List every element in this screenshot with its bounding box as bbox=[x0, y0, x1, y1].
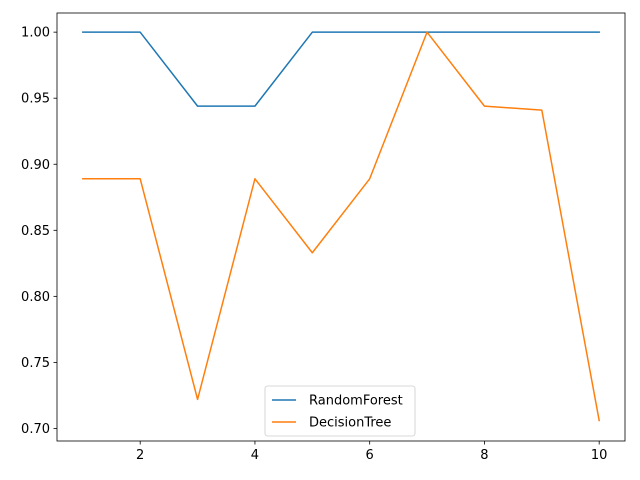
y-tick-label: 0.85 bbox=[21, 224, 50, 239]
legend-label-randomforest: RandomForest bbox=[309, 394, 403, 409]
legend-label-decisiontree: DecisionTree bbox=[309, 416, 391, 431]
y-tick-label: 0.75 bbox=[21, 356, 50, 371]
x-tick-label: 6 bbox=[366, 448, 374, 463]
plot-area bbox=[57, 13, 625, 441]
series-layer bbox=[82, 31, 601, 422]
legend: RandomForest DecisionTree bbox=[264, 385, 416, 437]
series-line-randomforest bbox=[82, 31, 600, 107]
y-tick-label: 0.70 bbox=[21, 422, 50, 437]
y-tick-label: 0.95 bbox=[21, 92, 50, 107]
x-tick-label: 2 bbox=[136, 448, 144, 463]
y-tick-label: 0.90 bbox=[21, 158, 50, 173]
x-tick-label: 10 bbox=[591, 448, 608, 463]
axes-layer: 2 4 6 8 10 0.70 0.75 0.80 0.85 0.90 0.95 1.00 bbox=[21, 12, 626, 463]
series-line-decisiontree bbox=[82, 31, 601, 422]
y-tick-label: 1.00 bbox=[21, 26, 50, 41]
y-tick-label: 0.80 bbox=[21, 290, 50, 305]
legend-box bbox=[264, 385, 416, 437]
axes-frame bbox=[56, 12, 626, 442]
x-tick-label: 8 bbox=[480, 448, 488, 463]
x-tick-label: 4 bbox=[251, 448, 259, 463]
